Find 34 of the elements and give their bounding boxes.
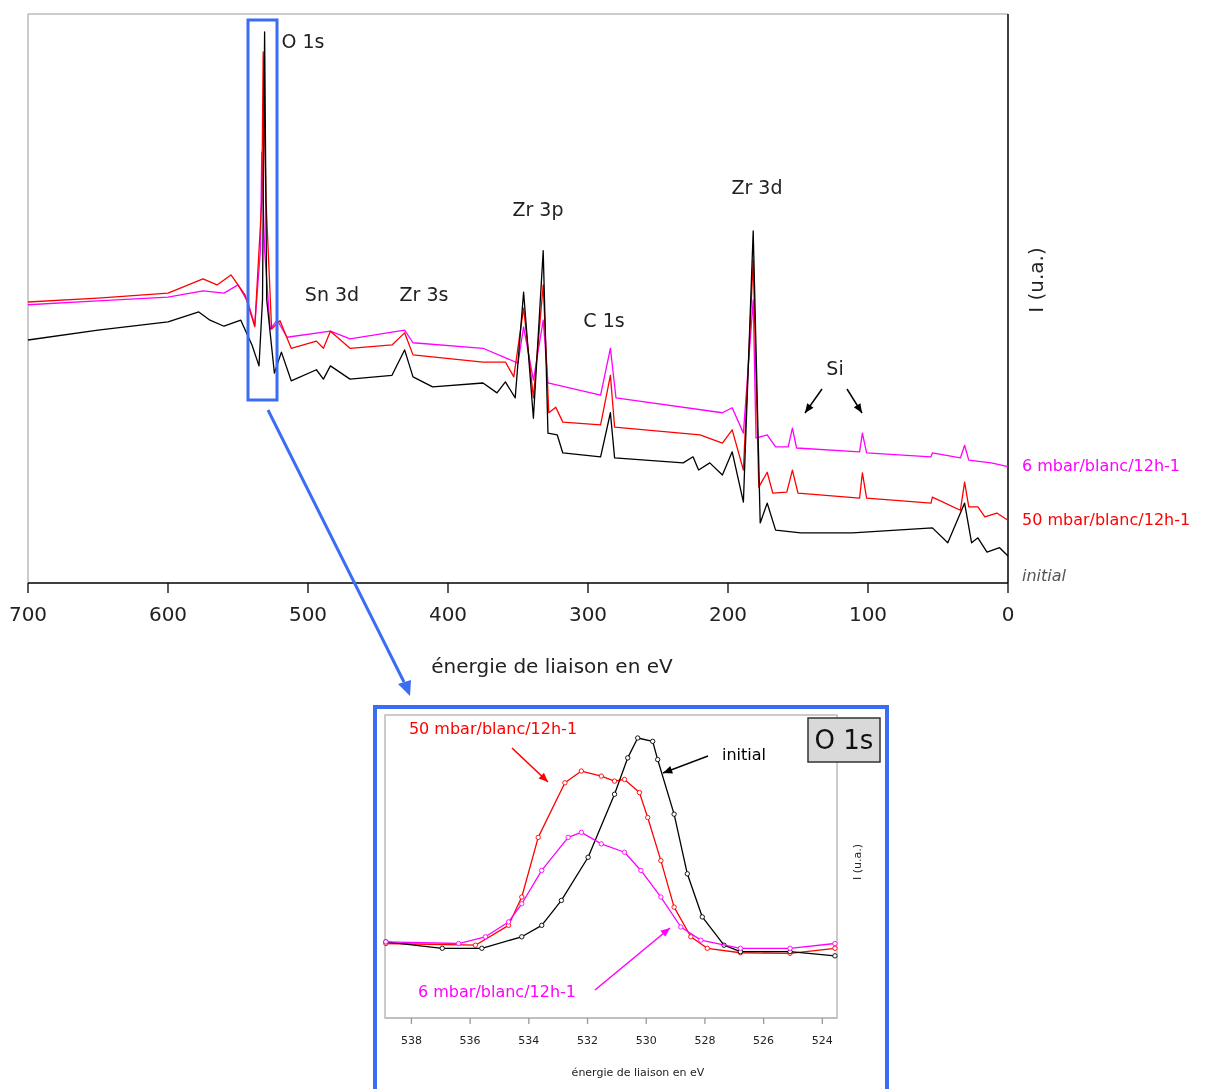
annotation: O 1s <box>281 29 325 52</box>
text: 50 mbar/blanc/12h-1 <box>408 718 578 738</box>
series-label: initial <box>1022 565 1067 585</box>
x-tick-label: 538 <box>400 1034 422 1047</box>
series-label: 50 mbar/blanc/12h-1 <box>1022 509 1191 529</box>
legend-label: initial <box>722 744 766 764</box>
x-tick-label: 532 <box>577 1034 599 1047</box>
x-tick-label: 200 <box>708 602 748 626</box>
x-tick-label: 528 <box>694 1034 716 1047</box>
text: 6 mbar/blanc/12h-1 <box>418 981 576 1001</box>
x-tick-label: 700 <box>8 602 48 626</box>
x-tick-label: 524 <box>811 1034 833 1047</box>
y-axis-title: I (u.a.) <box>851 843 864 881</box>
x-tick-label: 100 <box>848 602 888 626</box>
x-tick-label: 400 <box>428 602 468 626</box>
series-label: 6 mbar/blanc/12h-1 <box>1022 456 1180 476</box>
annotation: Si <box>826 356 844 379</box>
y-axis-title: I (u.a.) <box>1023 247 1048 313</box>
x-tick-label: 600 <box>148 602 188 626</box>
x-tick-label: 534 <box>518 1034 540 1047</box>
x-axis-title: énergie de liaison en eV <box>431 654 673 678</box>
annotation: Zr 3p <box>512 197 564 220</box>
annotation: O 1s <box>814 724 874 755</box>
x-tick-label: 526 <box>753 1034 775 1047</box>
annotation: Zr 3s <box>399 282 449 305</box>
annotation: Sn 3d <box>304 282 360 305</box>
x-tick-label: 0 <box>1001 602 1015 626</box>
x-tick-label: 536 <box>459 1034 481 1047</box>
annotation: Zr 3d <box>731 175 783 198</box>
annotation: C 1s <box>583 308 625 331</box>
x-axis-title: énergie de liaison en eV <box>571 1066 705 1079</box>
x-tick-label: 500 <box>288 602 328 626</box>
x-tick-label: 530 <box>635 1034 657 1047</box>
x-tick-label: 300 <box>568 602 608 626</box>
